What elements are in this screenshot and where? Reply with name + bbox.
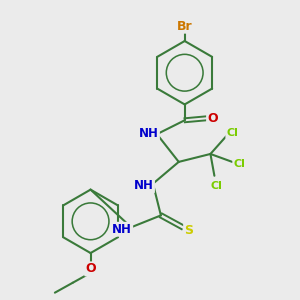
Text: Cl: Cl	[226, 128, 238, 138]
Text: NH: NH	[112, 223, 132, 236]
Text: Br: Br	[177, 20, 193, 33]
Text: NH: NH	[134, 179, 154, 192]
Text: Cl: Cl	[210, 181, 222, 191]
Text: S: S	[184, 224, 193, 237]
Text: O: O	[85, 262, 96, 275]
Text: Cl: Cl	[233, 159, 245, 169]
Text: O: O	[207, 112, 218, 125]
Text: NH: NH	[139, 127, 159, 140]
